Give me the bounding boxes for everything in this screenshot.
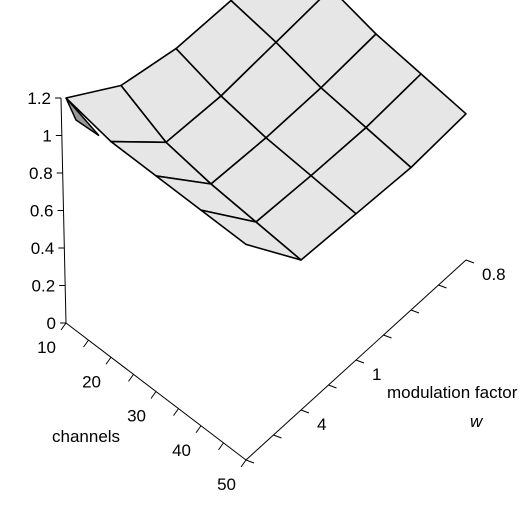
y-tick — [300, 409, 310, 414]
z-tick-label: 0 — [47, 314, 56, 333]
x-tick — [218, 442, 224, 451]
z-tick-label: 1 — [42, 127, 51, 146]
surface-shadow — [65, 97, 100, 137]
x-tick — [173, 408, 179, 416]
y-tick — [383, 334, 392, 339]
x-tick-label: 50 — [217, 475, 236, 494]
axes: 0 0.2 0.4 0.6 0.8 1 1.2 10 20 30 40 50 0.8 1 4 — [27, 89, 505, 494]
y-tick — [465, 259, 475, 264]
y-tick — [438, 284, 447, 289]
x-tick-label: 30 — [127, 407, 146, 426]
y-tick-label: 0.8 — [482, 265, 506, 284]
x-axis-title: channels — [52, 427, 120, 446]
labels: channels modulation factor w — [52, 383, 518, 446]
z-tick-label: 0.2 — [32, 277, 56, 296]
y-tick — [410, 309, 420, 314]
y-tick-label: 4 — [317, 415, 326, 434]
x-tick-label: 20 — [82, 372, 101, 391]
x-tick — [105, 356, 112, 365]
x-tick-label: 10 — [37, 338, 56, 357]
x-tick — [240, 459, 247, 468]
y-axis-title-var: w — [470, 412, 484, 431]
surface-patch — [200, 209, 302, 261]
x-tick — [195, 425, 202, 434]
x-tick — [150, 391, 157, 399]
x-tick — [60, 322, 67, 331]
y-tick — [273, 434, 282, 439]
y-tick — [245, 459, 255, 464]
z-tick-label: 0.8 — [29, 164, 53, 183]
x-tick — [128, 374, 134, 382]
surface — [65, 0, 467, 261]
y-tick — [355, 359, 365, 364]
y-tick-label: 1 — [372, 365, 381, 384]
z-tick-label: 1.2 — [27, 89, 51, 108]
y-tick — [328, 384, 337, 389]
x-tick — [83, 339, 89, 348]
z-tick-label: 0.4 — [31, 239, 55, 258]
y-axis-title: modulation factor — [387, 383, 518, 402]
y-axis-title-line1: modulation factor — [387, 383, 518, 402]
x-tick-label: 40 — [172, 441, 191, 460]
z-tick-label: 0.6 — [30, 202, 54, 221]
